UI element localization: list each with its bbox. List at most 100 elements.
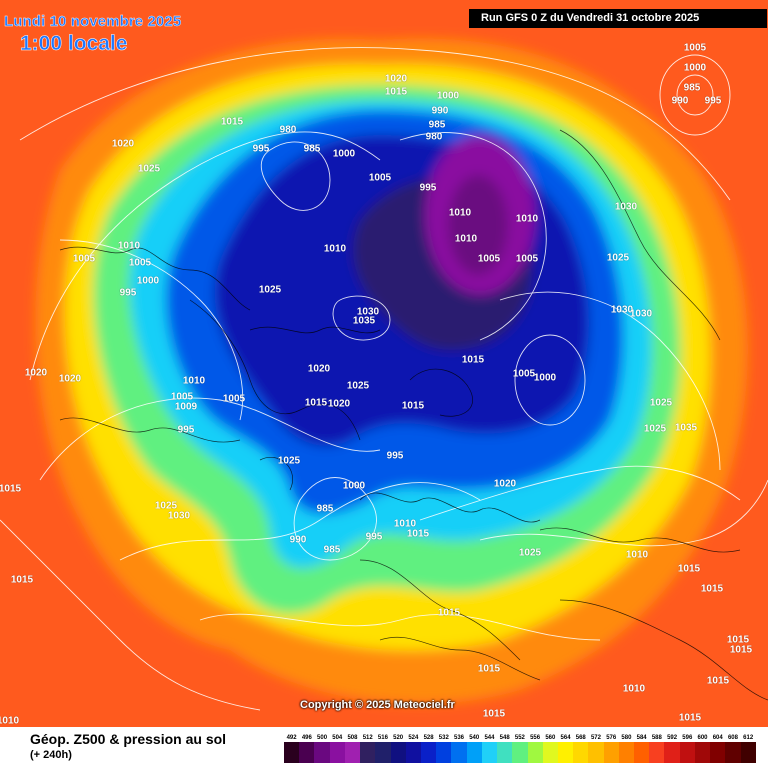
lead-time: (+ 240h) xyxy=(30,749,72,761)
isobar-label: 995 xyxy=(704,95,722,107)
isobar-label: 1010 xyxy=(0,715,20,727)
legend-swatch xyxy=(284,742,300,763)
legend-swatch xyxy=(740,742,756,763)
legend-value: 500 xyxy=(317,735,328,741)
legend-value: 496 xyxy=(301,735,312,741)
variable-title: Géop. Z500 & pression au sol xyxy=(30,731,227,747)
legend-swatch xyxy=(603,742,619,763)
legend-value: 508 xyxy=(347,735,358,741)
isobar-label: 1035 xyxy=(674,422,698,434)
legend-swatch xyxy=(314,742,330,763)
isobar-lines xyxy=(0,47,768,711)
isobar-label: 990 xyxy=(431,105,449,117)
legend-swatch xyxy=(451,742,467,763)
legend-swatch xyxy=(375,742,391,763)
low-pressure-center xyxy=(448,175,508,275)
legend-swatch xyxy=(557,742,574,763)
legend-swatch xyxy=(420,742,437,763)
isobar-label: 985 xyxy=(428,119,446,131)
legend-swatch xyxy=(618,742,635,763)
isobar-label: 1015 xyxy=(10,574,34,586)
isobar-label: 1025 xyxy=(518,547,542,559)
isobar-label: 990 xyxy=(289,534,307,546)
isobar-label: 1030 xyxy=(610,304,634,316)
isobar-label: 1005 xyxy=(477,253,501,265)
legend-value: 560 xyxy=(545,735,556,741)
run-info: Run GFS 0 Z du Vendredi 31 octobre 2025 xyxy=(469,9,767,28)
legend-value: 536 xyxy=(454,735,465,741)
isobar-label: 1015 xyxy=(401,400,425,412)
local-time: 1:00 locale xyxy=(20,32,128,56)
isobar-label: 980 xyxy=(425,131,443,143)
legend-value: 548 xyxy=(499,735,510,741)
isobar-label: 995 xyxy=(177,424,195,436)
legend-value: 540 xyxy=(469,735,480,741)
legend-value: 564 xyxy=(560,735,571,741)
legend-value: 600 xyxy=(697,735,708,741)
isobar-label: 1015 xyxy=(678,712,702,724)
isobar-label: 1020 xyxy=(307,363,331,375)
isobar-label: 1020 xyxy=(111,138,135,150)
legend-values: 492 496 500 504 508 512 516 520 524 528 532 536 540 5… xyxy=(284,735,756,741)
isobar-label: 995 xyxy=(365,531,383,543)
isobar-label: 1010 xyxy=(323,243,347,255)
legend-value: 556 xyxy=(530,735,541,741)
isobar-label: 995 xyxy=(119,287,137,299)
isobar-label: 1030 xyxy=(629,308,653,320)
isobar-label: 1025 xyxy=(643,423,667,435)
legend-swatch xyxy=(634,742,650,763)
isobar-label: 1015 xyxy=(220,116,244,128)
isobar-label: 1010 xyxy=(625,549,649,561)
isobar-label: 1009 xyxy=(174,401,198,413)
isobar-label: 1005 xyxy=(683,42,707,54)
isobar-label: 1000 xyxy=(342,480,366,492)
legend-swatch xyxy=(512,742,528,763)
legend-swatch xyxy=(664,742,680,763)
isobar-label: 1020 xyxy=(327,398,351,410)
color-legend: 492 496 500 504 508 512 516 520 524 528 532 536 540 5… xyxy=(284,735,756,763)
isobar-label: 1010 xyxy=(182,375,206,387)
isobar-label: 1000 xyxy=(436,90,460,102)
isobar-label: 1010 xyxy=(622,683,646,695)
isobar-label: 1025 xyxy=(649,397,673,409)
legend-swatch xyxy=(390,742,406,763)
isobar-label: 1015 xyxy=(706,675,730,687)
isobar-label: 1000 xyxy=(683,62,707,74)
legend-value: 612 xyxy=(743,735,754,741)
legend-value: 592 xyxy=(667,735,678,741)
legend-swatch xyxy=(542,742,558,763)
legend-swatch xyxy=(694,742,711,763)
legend-value: 552 xyxy=(514,735,525,741)
legend-swatch xyxy=(344,742,361,763)
isobar-label: 1015 xyxy=(384,86,408,98)
isobar-label: 1025 xyxy=(154,500,178,512)
legend-value: 576 xyxy=(606,735,617,741)
isobar-label: 1025 xyxy=(346,380,370,392)
legend-swatch xyxy=(710,742,726,763)
legend-swatch xyxy=(360,742,376,763)
isobar-label: 995 xyxy=(386,450,404,462)
isobar-label: 1030 xyxy=(356,306,380,318)
legend-swatch xyxy=(436,742,452,763)
isobar-label: 1015 xyxy=(437,607,461,619)
isobar-label: 1010 xyxy=(454,233,478,245)
isobar-label: 1020 xyxy=(58,373,82,385)
isobar-label: 1010 xyxy=(393,518,417,530)
isobar-label: 990 xyxy=(671,95,689,107)
legend-colorbar xyxy=(284,742,756,763)
isobar-label: 980 xyxy=(279,124,297,136)
isobar-label: 1015 xyxy=(0,483,22,495)
isobar-label: 1025 xyxy=(277,455,301,467)
isobar-label: 1015 xyxy=(729,644,753,656)
legend-value: 588 xyxy=(651,735,662,741)
isobar-label: 985 xyxy=(323,544,341,556)
legend-value: 608 xyxy=(727,735,738,741)
isobar-label: 1005 xyxy=(170,391,194,403)
isobar-label: 1020 xyxy=(493,478,517,490)
legend-value: 492 xyxy=(286,735,297,741)
isobar-label: 1000 xyxy=(533,372,557,384)
isobar-label: 985 xyxy=(303,143,321,155)
legend-value: 504 xyxy=(332,735,343,741)
legend-value: 520 xyxy=(393,735,404,741)
legend-swatch xyxy=(405,742,421,763)
